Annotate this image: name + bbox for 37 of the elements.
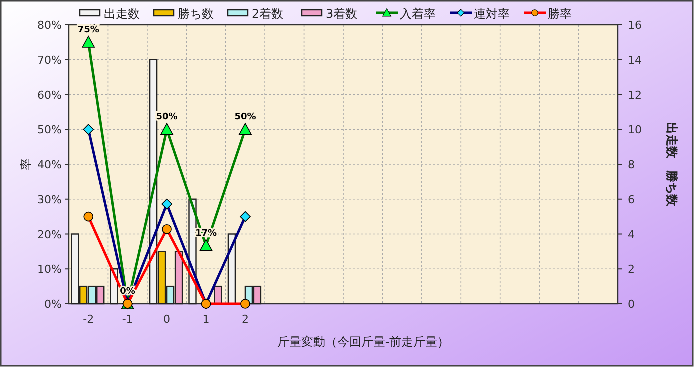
- data-label: 75%: [78, 25, 100, 36]
- data-label: 0%: [120, 287, 136, 297]
- legend-label: 勝率: [548, 7, 572, 21]
- y-axis-title: 率: [19, 158, 33, 170]
- legend-label: 出走数: [104, 7, 140, 21]
- x-tick-label: 0: [164, 313, 171, 326]
- x-tick-label: 1: [202, 313, 210, 326]
- legend-label: 入着率: [400, 7, 436, 21]
- legend-label: 勝ち数: [178, 7, 214, 21]
- bar: [214, 286, 222, 305]
- x-tick-label: -2: [83, 313, 94, 326]
- y2-tick-label: 14: [628, 54, 642, 67]
- y-tick-label: 20%: [38, 228, 62, 242]
- y2-tick-label: 2: [628, 263, 635, 276]
- y-tick-label: 0%: [44, 298, 62, 311]
- y-tick-label: 50%: [38, 124, 62, 137]
- y2-tick-label: 4: [628, 228, 635, 242]
- y2-tick-label: 0: [628, 298, 635, 311]
- x-axis-title: 斤量変動（今回斤量-前走斤量）: [277, 335, 450, 349]
- y-tick-label: 40%: [38, 158, 62, 172]
- y2-tick-label: 6: [628, 193, 635, 206]
- x-tick-label: 2: [242, 313, 249, 326]
- y-tick-label: 30%: [38, 193, 62, 206]
- y-tick-label: 10%: [38, 263, 62, 276]
- x-tick-label: -1: [122, 313, 134, 326]
- y2-tick-label: 16: [628, 19, 642, 32]
- y-tick-label: 70%: [38, 54, 62, 67]
- legend-label: 3着数: [326, 7, 358, 21]
- y2-tick-label: 10: [628, 124, 642, 137]
- y-tick-label: 80%: [38, 19, 62, 32]
- data-label: 50%: [234, 112, 256, 123]
- y2-axis-title: 出走数 勝ち数: [665, 122, 679, 208]
- y2-tick-label: 12: [628, 88, 642, 102]
- legend-label: 2着数: [252, 7, 284, 21]
- y2-tick-label: 8: [628, 158, 635, 172]
- y-tick-label: 60%: [38, 88, 62, 102]
- legend-label: 連対率: [474, 7, 510, 21]
